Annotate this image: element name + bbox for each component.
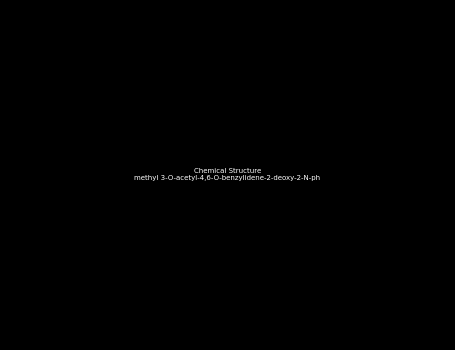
Text: Chemical Structure
methyl 3-O-acetyl-4,6-O-benzylidene-2-deoxy-2-N-ph: Chemical Structure methyl 3-O-acetyl-4,6… — [134, 168, 321, 182]
